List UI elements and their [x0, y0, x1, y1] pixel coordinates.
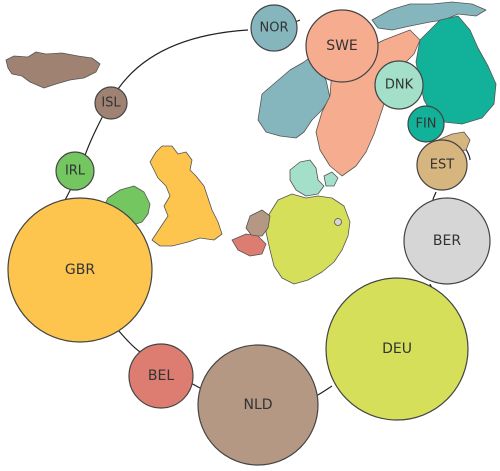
bubble-dnk[interactable]: DNK — [375, 61, 423, 109]
bubble-nld[interactable]: NLD — [198, 345, 318, 465]
bubble-nor-label: NOR — [260, 21, 289, 36]
bubble-fin[interactable]: FIN — [408, 106, 444, 142]
bubble-deu-label: DEU — [382, 341, 412, 357]
map-country-bel[interactable] — [232, 234, 266, 256]
bubble-ber-label: BER — [433, 233, 461, 249]
bubble-bel[interactable]: BEL — [129, 344, 193, 408]
bubble-irl[interactable]: IRL — [56, 152, 94, 190]
map-country-deu[interactable] — [266, 194, 350, 284]
bubble-isl-label: ISL — [101, 96, 121, 111]
map-country-nor-north[interactable] — [372, 2, 486, 30]
bubble-est-label: EST — [430, 158, 454, 173]
bubble-swe-label: SWE — [326, 38, 358, 54]
bubble-swe[interactable]: SWE — [306, 10, 378, 82]
map-country-dnk[interactable] — [290, 160, 324, 196]
map-country-isl[interactable] — [6, 52, 100, 88]
bubble-bel-label: BEL — [148, 368, 174, 384]
bubble-gbr[interactable]: GBR — [8, 198, 152, 342]
bubble-isl[interactable]: ISL — [95, 87, 127, 119]
bubble-nor[interactable]: NOR — [251, 5, 297, 51]
bubble-fin-label: FIN — [415, 117, 436, 132]
bubble-gbr-label: GBR — [65, 262, 95, 278]
bubble-irl-label: IRL — [65, 164, 86, 179]
bubble-dnk-label: DNK — [385, 78, 414, 93]
bubble-nld-label: NLD — [243, 397, 272, 413]
bubble-deu[interactable]: DEU — [326, 278, 468, 420]
bubble-ber[interactable]: BER — [404, 198, 490, 284]
map-country-dnk-island[interactable] — [324, 172, 338, 186]
map-city-ber[interactable] — [335, 219, 342, 226]
bubble-est[interactable]: EST — [417, 140, 467, 190]
map-country-gbr[interactable] — [150, 146, 222, 246]
